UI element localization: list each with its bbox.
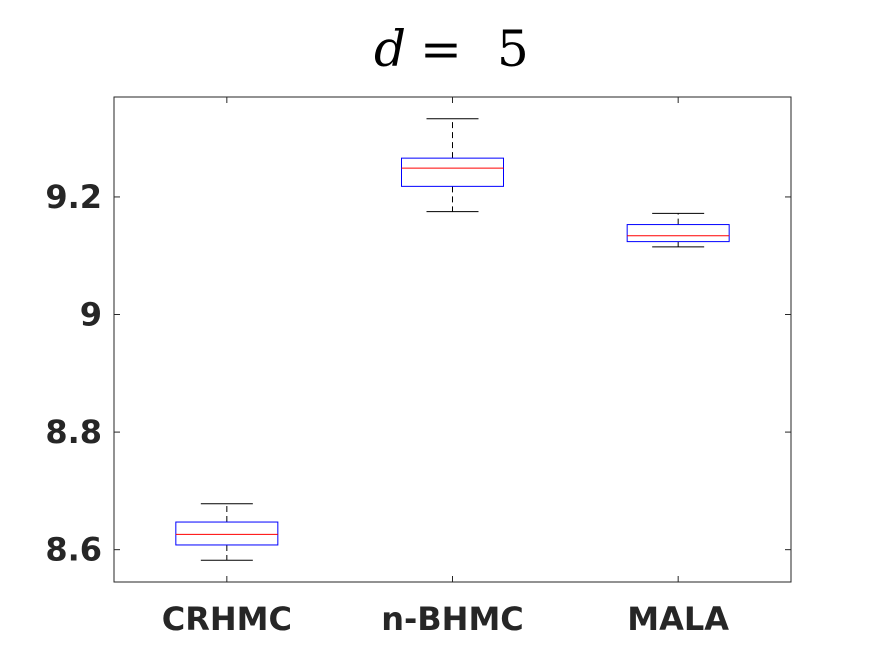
y-tick-label: 9	[80, 296, 102, 334]
box-series	[175, 118, 730, 561]
box-crhmc	[175, 503, 279, 561]
x-tick-label: n-BHMC	[381, 600, 524, 638]
title-value: 5	[497, 20, 529, 78]
y-tick-label: 8.8	[45, 413, 102, 451]
plot-area	[113, 96, 792, 583]
chart-title: d = 5	[374, 20, 529, 78]
y-axis: 8.6 8.8 9 9.2	[45, 178, 791, 569]
iqr-box	[175, 521, 279, 546]
x-tick-label: MALA	[627, 600, 729, 638]
y-tick-label: 8.6	[45, 531, 102, 569]
iqr-box	[626, 224, 730, 243]
iqr-box	[401, 157, 504, 187]
x-axis: CRHMC n-BHMC MALA	[162, 97, 729, 638]
title-operator: =	[420, 20, 462, 78]
box-mala	[626, 212, 730, 248]
x-tick-label: CRHMC	[162, 600, 292, 638]
title-variable: d	[374, 20, 406, 78]
box-n-bhmc	[401, 118, 504, 213]
y-tick-label: 9.2	[45, 178, 102, 216]
